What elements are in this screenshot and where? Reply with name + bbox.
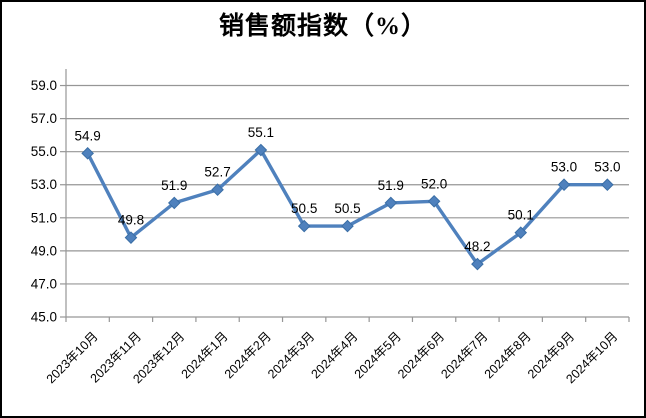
y-tick-label: 59.0 — [31, 78, 57, 93]
data-point-label: 51.9 — [378, 178, 404, 193]
data-point-marker — [81, 147, 94, 160]
data-point-marker — [471, 257, 484, 271]
data-point-label: 50.5 — [291, 201, 317, 216]
data-point-marker — [557, 178, 571, 192]
data-point-marker — [601, 178, 614, 192]
data-point-label: 51.9 — [161, 178, 187, 193]
data-point-label: 49.8 — [118, 213, 144, 228]
data-point-marker — [341, 219, 354, 233]
y-tick-label: 45.0 — [31, 310, 57, 325]
chart-title: 销售额指数（%） — [218, 13, 427, 40]
data-point-label: 48.2 — [464, 239, 490, 254]
y-tick-label: 49.0 — [31, 243, 57, 258]
data-point-marker — [384, 196, 398, 210]
data-point-label: 52.7 — [204, 165, 230, 180]
y-tick-label: 53.0 — [31, 177, 57, 192]
y-tick-label: 57.0 — [31, 111, 57, 126]
data-point-marker — [211, 183, 224, 197]
data-point-marker — [254, 143, 268, 157]
data-point-label: 52.0 — [421, 176, 447, 191]
data-point-marker — [427, 194, 441, 208]
data-point-label: 50.1 — [508, 208, 534, 223]
data-point-label: 54.9 — [75, 128, 101, 143]
data-point-marker — [514, 226, 528, 239]
data-point-marker — [167, 196, 181, 210]
data-point-label: 50.5 — [334, 201, 360, 216]
y-tick-label: 55.0 — [31, 144, 57, 159]
y-tick-label: 51.0 — [31, 210, 57, 225]
data-point-marker — [124, 231, 138, 244]
data-point-label: 55.1 — [248, 125, 274, 140]
data-point-marker — [297, 219, 311, 233]
data-point-label: 53.0 — [551, 160, 577, 175]
y-tick-label: 47.0 — [31, 276, 57, 291]
data-point-label: 53.0 — [594, 160, 620, 175]
